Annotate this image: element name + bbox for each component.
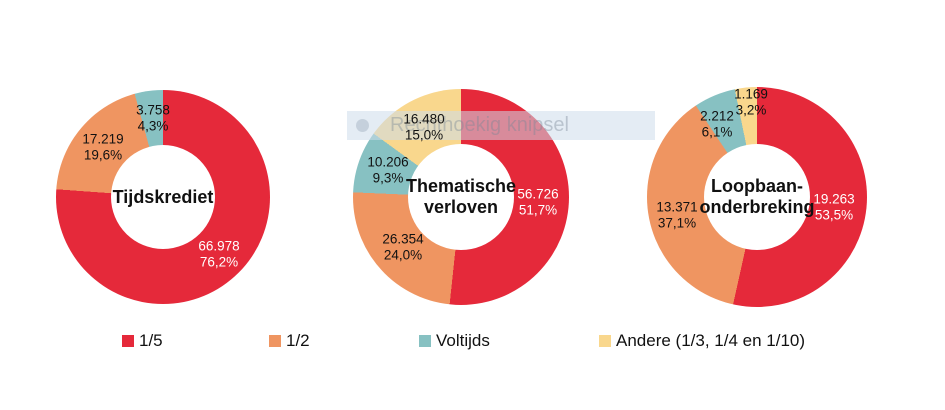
- segment-label-loopbaan-fifth: 19.263 53,5%: [813, 192, 854, 223]
- donut-hole: Thematische verloven: [405, 144, 517, 250]
- segment-value: 2.212: [700, 108, 734, 124]
- segment-value: 66.978: [198, 238, 240, 254]
- segment-label-loopbaan-voltijds: 2.212 6,1%: [700, 109, 734, 140]
- snip-overlay-band: Rechthoekig knipsel: [347, 111, 655, 140]
- bullet-icon: [356, 119, 369, 132]
- segment-label-thematische-half: 26.354 24,0%: [382, 232, 423, 263]
- legend-swatch-yellow: [599, 335, 611, 347]
- segment-label-thematische-voltijds: 10.206 9,3%: [367, 155, 408, 186]
- segment-pct: 19,6%: [83, 147, 123, 162]
- segment-value: 13.371: [656, 199, 698, 215]
- segment-label-thematische-andere: 16.480 15,0%: [403, 112, 444, 143]
- legend-swatch-teal: [419, 335, 431, 347]
- donut-title-loopbaanonderbreking: Loopbaan- onderbreking: [699, 176, 815, 217]
- segment-pct: 4,3%: [137, 118, 169, 133]
- segment-pct: 3,2%: [735, 102, 767, 117]
- segment-value: 17.219: [82, 131, 124, 147]
- segment-pct: 9,3%: [372, 170, 404, 185]
- segment-pct: 6,1%: [701, 124, 733, 139]
- donut-title-tijdskrediet: Tijdskrediet: [112, 186, 214, 207]
- donut-hole: Tijdskrediet: [111, 145, 215, 249]
- segment-label-loopbaan-half: 13.371 37,1%: [656, 200, 697, 231]
- legend-item-half: 1/2: [269, 331, 310, 351]
- legend-label: Voltijds: [436, 331, 490, 350]
- segment-label-tijdskrediet-fifth: 66.978 76,2%: [198, 239, 239, 270]
- segment-value: 10.206: [367, 154, 409, 170]
- snip-tooltip-text: Rechthoekig knipsel: [390, 114, 569, 136]
- legend-item-andere: Andere (1/3, 1/4 en 1/10): [599, 331, 805, 351]
- legend-swatch-orange: [269, 335, 281, 347]
- segment-value: 1.169: [734, 86, 768, 102]
- segment-pct: 51,7%: [518, 202, 558, 217]
- segment-label-loopbaan-andere: 1.169 3,2%: [734, 87, 768, 118]
- legend-item-fifth: 1/5: [122, 331, 163, 351]
- legend-item-voltijds: Voltijds: [419, 331, 490, 351]
- legend-label: 1/5: [139, 331, 163, 350]
- segment-pct: 37,1%: [657, 215, 697, 230]
- segment-pct: 24,0%: [383, 247, 423, 262]
- segment-label-tijdskrediet-half: 17.219 19,6%: [82, 132, 123, 163]
- legend-swatch-red: [122, 335, 134, 347]
- segment-value: 56.726: [517, 186, 559, 202]
- segment-value: 26.354: [382, 231, 424, 247]
- segment-pct: 53,5%: [814, 207, 854, 222]
- donut-title-thematische-verloven: Thematische verloven: [405, 176, 517, 217]
- segment-label-thematische-fifth: 56.726 51,7%: [517, 187, 558, 218]
- segment-value: 3.758: [136, 102, 170, 118]
- donut-tijdskrediet: Tijdskrediet: [56, 90, 270, 304]
- legend-label: Andere (1/3, 1/4 en 1/10): [616, 331, 806, 350]
- segment-value: 19.263: [813, 191, 855, 207]
- segment-pct: 76,2%: [199, 254, 239, 269]
- donut-hole: Loopbaan- onderbreking: [700, 144, 815, 250]
- segment-value: 16.480: [403, 111, 445, 127]
- segment-label-tijdskrediet-voltijds: 3.758 4,3%: [136, 103, 170, 134]
- legend-label: 1/2: [286, 331, 310, 350]
- donut-loopbaanonderbreking: Loopbaan- onderbreking: [647, 87, 867, 307]
- segment-pct: 15,0%: [404, 127, 444, 142]
